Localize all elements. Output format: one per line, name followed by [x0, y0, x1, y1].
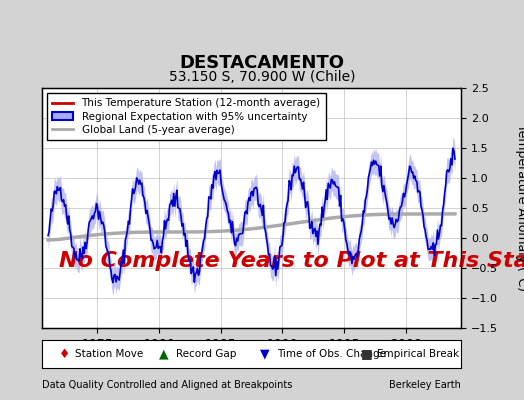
Legend: This Temperature Station (12-month average), Regional Expectation with 95% uncer: This Temperature Station (12-month avera… — [47, 93, 326, 140]
Text: ▲: ▲ — [159, 348, 169, 360]
Text: No Complete Years to Plot at This Station: No Complete Years to Plot at This Statio… — [59, 251, 524, 271]
Text: 53.150 S, 70.900 W (Chile): 53.150 S, 70.900 W (Chile) — [169, 70, 355, 84]
Text: Station Move: Station Move — [75, 349, 144, 359]
Text: ▼: ▼ — [260, 348, 269, 360]
Text: Berkeley Earth: Berkeley Earth — [389, 380, 461, 390]
Text: Record Gap: Record Gap — [176, 349, 236, 359]
Text: Data Quality Controlled and Aligned at Breakpoints: Data Quality Controlled and Aligned at B… — [42, 380, 292, 390]
Text: ♦: ♦ — [59, 348, 70, 360]
Text: ■: ■ — [361, 348, 372, 360]
Text: Empirical Break: Empirical Break — [377, 349, 460, 359]
Text: Time of Obs. Change: Time of Obs. Change — [277, 349, 386, 359]
Y-axis label: Temperature Anomaly (°C): Temperature Anomaly (°C) — [515, 124, 524, 292]
Text: DESTACAMENTO: DESTACAMENTO — [180, 54, 344, 72]
